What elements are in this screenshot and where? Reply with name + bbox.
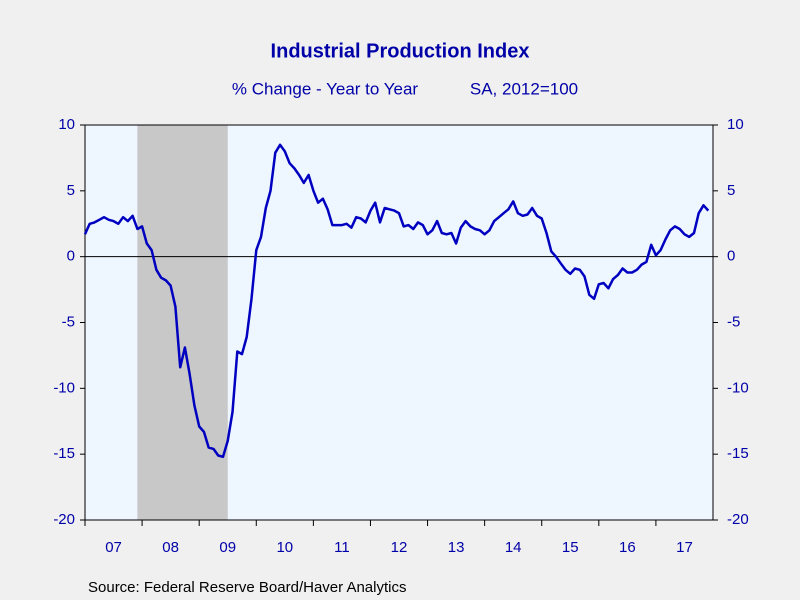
x-tick-label: 08 xyxy=(162,539,179,556)
y-tick-label: -5 xyxy=(62,313,75,330)
plot-frame xyxy=(84,124,714,521)
y2-tick-label: -15 xyxy=(727,445,749,462)
y-tick-label: -10 xyxy=(53,379,75,396)
x-tick-label: 14 xyxy=(505,539,522,556)
y-tick-label: -20 xyxy=(53,511,75,528)
x-tick-label: 17 xyxy=(676,539,693,556)
x-tick-label: 12 xyxy=(391,539,408,556)
chart-title: Industrial Production Index xyxy=(271,40,530,62)
y2-tick-label: -10 xyxy=(727,379,749,396)
y2-tick-label: -20 xyxy=(727,511,749,528)
recession-band xyxy=(137,125,228,520)
x-tick-label: 13 xyxy=(448,539,465,556)
y2-tick-label: -5 xyxy=(727,313,740,330)
x-tick-label: 11 xyxy=(334,539,350,556)
x-tick-label: 15 xyxy=(562,539,579,556)
series-line xyxy=(83,143,710,459)
y2-tick-label: 5 xyxy=(727,182,735,199)
x-tick-label: 07 xyxy=(105,539,122,556)
y2-tick-label: 10 xyxy=(727,116,744,133)
chart-subtitle: % Change - Year to Year xyxy=(232,79,419,98)
source: Source: Federal Reserve Board/Haver Anal… xyxy=(88,579,406,596)
chart-subtitle-note: SA, 2012=100 xyxy=(470,79,578,98)
y-tick-label: -15 xyxy=(53,445,75,462)
x-tick-label: 10 xyxy=(276,539,293,556)
x-tick-label: 16 xyxy=(619,539,636,556)
y-tick-label: 10 xyxy=(58,116,75,133)
y-tick-label: 5 xyxy=(67,182,75,199)
y2-tick-label: 0 xyxy=(727,248,735,265)
x-tick-label: 09 xyxy=(219,539,236,556)
y-tick-label: 0 xyxy=(67,248,75,265)
